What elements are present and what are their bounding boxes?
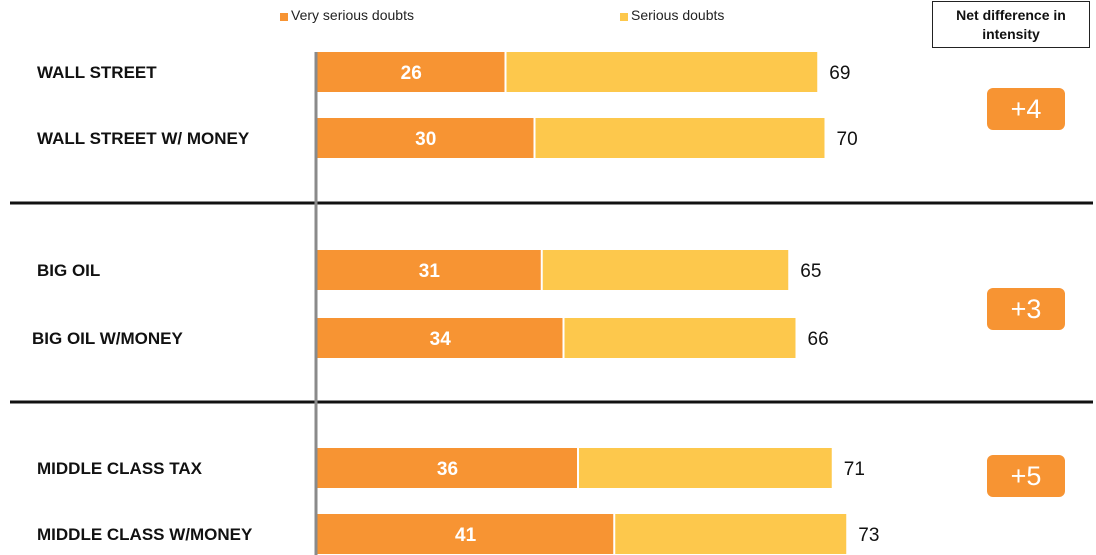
data-label-total: 69	[829, 63, 850, 84]
net-difference-badge	[987, 288, 1065, 330]
data-label-very-serious: 41	[455, 525, 477, 546]
data-label-very-serious: 31	[419, 261, 441, 282]
data-label-very-serious: 30	[415, 129, 436, 150]
category-label: BIG OIL	[37, 261, 100, 280]
net-difference-badge	[987, 88, 1065, 130]
category-label: WALL STREET W/ MONEY	[37, 129, 250, 148]
bar-very-serious	[317, 52, 506, 92]
net-difference-value: +3	[1011, 294, 1042, 324]
category-label: WALL STREET	[37, 63, 157, 82]
bar-serious	[578, 448, 832, 488]
data-label-very-serious: 34	[430, 329, 452, 350]
bar-very-serious	[317, 250, 542, 290]
data-label-very-serious: 36	[437, 459, 458, 480]
legend-swatch-serious	[620, 13, 628, 21]
data-label-total: 66	[808, 329, 829, 350]
legend-label-very-serious: Very serious doubts	[291, 7, 414, 23]
net-difference-header-line2: intensity	[982, 26, 1040, 42]
bar-serious	[505, 52, 818, 92]
bar-very-serious	[317, 118, 535, 158]
data-label-total: 73	[858, 525, 879, 546]
net-difference-header-line1: Net difference in	[956, 7, 1066, 23]
bar-very-serious	[317, 448, 578, 488]
bar-serious	[541, 250, 789, 290]
legend-label-serious: Serious doubts	[631, 7, 725, 23]
net-difference-value: +5	[1011, 461, 1042, 491]
net-difference-header: Net difference in intensity	[932, 1, 1090, 48]
data-label-total: 71	[844, 459, 865, 480]
data-label-total: 70	[837, 129, 858, 150]
legend-swatch-very-serious	[280, 13, 288, 21]
bar-serious	[534, 118, 825, 158]
data-label-very-serious: 26	[401, 63, 422, 84]
net-difference-value: +4	[1011, 94, 1042, 124]
bar-very-serious	[317, 318, 564, 358]
bar-serious	[563, 318, 796, 358]
category-label: MIDDLE CLASS W/MONEY	[37, 525, 253, 544]
bar-serious	[614, 514, 847, 554]
bar-very-serious	[317, 514, 615, 554]
net-difference-badge	[987, 455, 1065, 497]
data-label-total: 65	[800, 261, 821, 282]
category-label: MIDDLE CLASS TAX	[37, 459, 203, 478]
category-label: BIG OIL W/MONEY	[32, 329, 183, 348]
